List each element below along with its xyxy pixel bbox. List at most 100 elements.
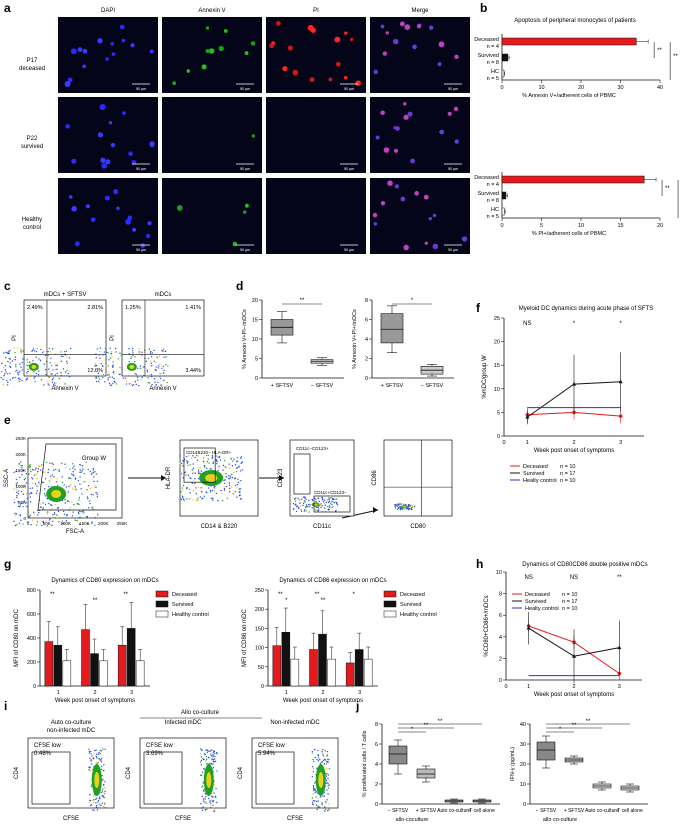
flow-event bbox=[332, 500, 335, 503]
cell-dot bbox=[428, 216, 432, 221]
flow-event bbox=[13, 498, 15, 500]
flow-event bbox=[18, 505, 20, 508]
flow-event bbox=[202, 781, 204, 784]
cell-dot bbox=[245, 203, 249, 208]
flow-event bbox=[13, 488, 15, 490]
flow-event bbox=[32, 469, 34, 471]
flow-event bbox=[90, 785, 92, 788]
flow-event bbox=[228, 474, 230, 477]
flow-event bbox=[38, 358, 40, 360]
gate-percent: 5.94% bbox=[258, 751, 276, 757]
flow-core-center bbox=[129, 364, 135, 369]
cell-dot bbox=[343, 75, 348, 80]
flow-core-center bbox=[402, 506, 407, 508]
flow-event bbox=[132, 350, 134, 352]
flow-event bbox=[89, 470, 91, 473]
flow-event bbox=[322, 748, 324, 751]
cell-dot bbox=[74, 241, 80, 247]
flow-event bbox=[3, 375, 5, 377]
legend-swatch bbox=[155, 590, 169, 598]
flow-event bbox=[207, 797, 210, 800]
x-tick-label: 20 bbox=[657, 223, 663, 229]
cell-dot bbox=[130, 43, 135, 48]
flow-event bbox=[225, 472, 227, 475]
flow-event bbox=[98, 757, 100, 760]
cell-dot bbox=[110, 41, 115, 46]
flow-event bbox=[115, 351, 117, 353]
flow-event bbox=[210, 497, 212, 499]
flow-event bbox=[65, 360, 68, 363]
bar-2-2 bbox=[135, 660, 145, 687]
flow-event bbox=[154, 381, 156, 384]
flow-event bbox=[94, 485, 96, 487]
flow-event bbox=[18, 476, 21, 479]
flow-event bbox=[97, 514, 99, 516]
flow-event bbox=[124, 377, 126, 379]
flow-event bbox=[167, 365, 169, 367]
x-tick-label: 30 bbox=[617, 85, 623, 91]
flow-event bbox=[91, 521, 93, 523]
flow-event bbox=[54, 503, 57, 506]
flow-event bbox=[165, 363, 167, 366]
y-tick-label: 2 bbox=[375, 782, 378, 788]
flow-event bbox=[131, 384, 134, 387]
flow-event bbox=[179, 460, 181, 462]
flow-event bbox=[312, 758, 314, 761]
flow-event bbox=[95, 364, 97, 367]
flow-event bbox=[79, 469, 81, 471]
y-tick-label: 10 bbox=[496, 570, 502, 576]
cell-dot bbox=[282, 66, 288, 72]
flow-event bbox=[88, 500, 91, 502]
flow-event bbox=[44, 503, 47, 506]
flow-event bbox=[158, 355, 161, 358]
flow-event bbox=[44, 488, 46, 490]
y-tick-label: 0 bbox=[365, 376, 368, 382]
flow-event bbox=[20, 465, 22, 467]
cell-dot bbox=[412, 44, 417, 50]
flow-event bbox=[78, 503, 80, 506]
legend-label: Healthy control bbox=[400, 612, 437, 618]
flow-event bbox=[317, 800, 319, 802]
flow-event bbox=[226, 497, 229, 499]
cell-dot bbox=[77, 47, 83, 53]
x-tick-label: 2 bbox=[572, 684, 575, 690]
flow-event bbox=[206, 454, 208, 457]
flow-event bbox=[113, 377, 115, 380]
flow-event bbox=[95, 486, 97, 489]
flow-event bbox=[306, 505, 308, 508]
flow-event bbox=[94, 516, 97, 519]
panel-b-chart-2: 0 5 10 15 20% PI+/adherent cells of PBMCDece… bbox=[474, 172, 679, 237]
micrograph-3-2 bbox=[162, 178, 262, 254]
flow-event bbox=[65, 520, 68, 522]
flow-event bbox=[312, 793, 314, 795]
y-tick-label: 8 bbox=[375, 722, 378, 728]
flow-event bbox=[36, 524, 38, 526]
flow-event bbox=[404, 508, 406, 510]
flow-event bbox=[16, 524, 18, 526]
flow-event bbox=[56, 517, 58, 520]
gate-group-w bbox=[37, 443, 117, 511]
flow-event bbox=[26, 378, 28, 380]
flow-event bbox=[187, 474, 190, 476]
flow-event bbox=[93, 801, 95, 804]
flow-event bbox=[36, 485, 38, 487]
flow-event bbox=[312, 790, 314, 792]
flow-event bbox=[104, 801, 106, 804]
n-label: n = 8 bbox=[487, 198, 499, 204]
y-tick-label: 4 bbox=[375, 762, 378, 768]
flow-event bbox=[300, 498, 303, 500]
flow-event bbox=[240, 456, 243, 458]
cell-dot bbox=[97, 38, 103, 44]
flow-event bbox=[138, 348, 140, 350]
flow-event bbox=[111, 365, 114, 367]
flow-event bbox=[100, 759, 102, 761]
flow-event bbox=[327, 787, 330, 789]
flow-event bbox=[92, 800, 94, 802]
y-tick-label: 40 bbox=[520, 722, 526, 728]
cell-dot bbox=[334, 36, 341, 43]
flow-event bbox=[182, 465, 184, 467]
flow-event bbox=[100, 761, 103, 763]
flow-event bbox=[36, 347, 39, 350]
cell-dot bbox=[205, 49, 210, 53]
flow-event bbox=[201, 809, 204, 812]
